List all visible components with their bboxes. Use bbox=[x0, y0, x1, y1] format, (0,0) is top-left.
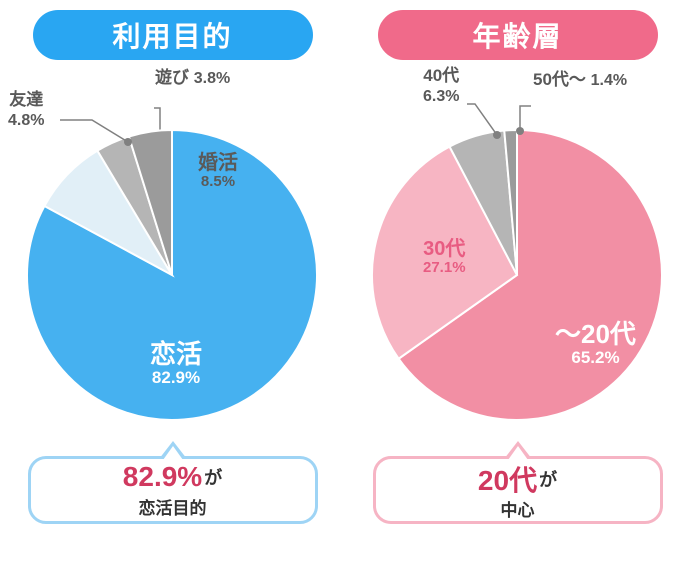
callout-suffix: が bbox=[539, 466, 557, 492]
callout-line2: 中心 bbox=[376, 496, 660, 521]
pie-chart-age bbox=[345, 60, 690, 460]
external-label: 友達4.8% bbox=[8, 90, 44, 131]
slice-label: 恋活82.9% bbox=[150, 340, 202, 387]
infographic-container: 利用目的 恋活82.9% 婚活8.5% 遊び 3.8% 友達4.8% 82.9% が … bbox=[0, 0, 690, 563]
chart-area-age: 〜20代65.2% 30代27.1% 40代6.3% 50代〜 1.4% bbox=[345, 60, 690, 460]
external-label: 50代〜 1.4% bbox=[533, 70, 627, 90]
slice-label: 30代27.1% bbox=[423, 238, 466, 277]
callout-suffix: が bbox=[204, 464, 222, 490]
callout-line2: 恋活目的 bbox=[31, 494, 315, 519]
slice-label: 婚活8.5% bbox=[198, 152, 238, 191]
external-label: 40代6.3% bbox=[423, 66, 459, 107]
panel-purpose: 利用目的 恋活82.9% 婚活8.5% 遊び 3.8% 友達4.8% 82.9% が … bbox=[0, 0, 345, 563]
slice-label: 〜20代65.2% bbox=[555, 320, 636, 367]
external-label: 遊び 3.8% bbox=[155, 68, 230, 88]
pie-chart-purpose bbox=[0, 60, 345, 460]
callout-purpose: 82.9% が 恋活目的 bbox=[28, 456, 318, 524]
title-purpose: 利用目的 bbox=[33, 10, 313, 60]
chart-area-purpose: 恋活82.9% 婚活8.5% 遊び 3.8% 友達4.8% bbox=[0, 60, 345, 460]
callout-highlight: 82.9% bbox=[123, 461, 202, 493]
title-age: 年齢層 bbox=[378, 10, 658, 60]
callout-age: 20代 が 中心 bbox=[373, 456, 663, 524]
panel-age: 年齢層 〜20代65.2% 30代27.1% 40代6.3% 50代〜 1.4% 20… bbox=[345, 0, 690, 563]
callout-highlight: 20代 bbox=[478, 459, 537, 499]
